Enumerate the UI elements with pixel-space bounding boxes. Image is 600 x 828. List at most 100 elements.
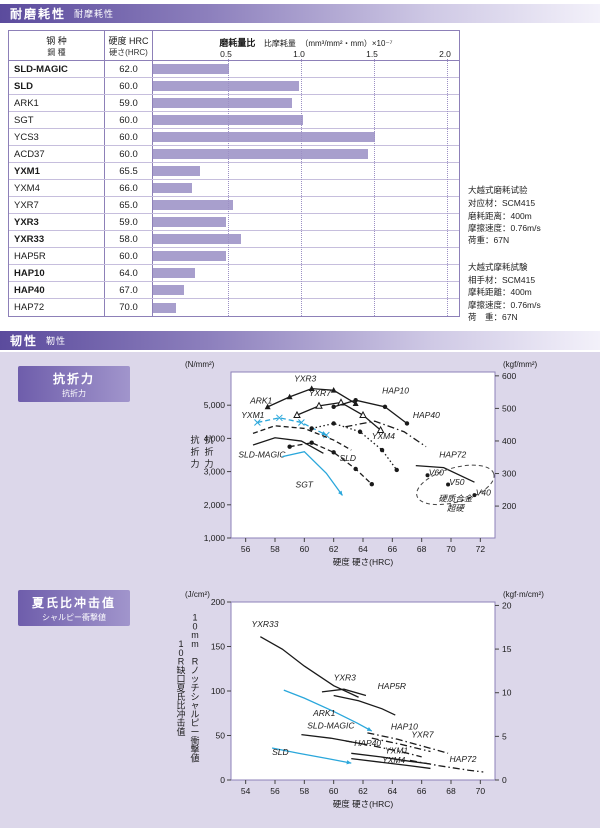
series-label-HAP72: HAP72 <box>450 754 477 764</box>
y-axis-label-char: 比 <box>176 700 185 711</box>
unit-right-label: (kgf/mm²) <box>503 360 538 369</box>
series-line-ARK1 <box>257 417 327 436</box>
charpy-impact-label-box: 夏氏比冲击值 シャルピー衝撃値 <box>18 590 130 626</box>
grade-cell: YXR3 <box>9 214 105 230</box>
annotation-dot <box>472 493 477 498</box>
plot-area <box>230 371 496 539</box>
wear-bar-cell <box>153 197 459 213</box>
grade-cell: YCS3 <box>9 129 105 145</box>
y-axis-label-char: 力 <box>204 458 213 469</box>
series-line-HAP40 <box>345 740 422 758</box>
wear-bar <box>153 200 234 210</box>
hardness-cell: 62.0 <box>105 61 153 77</box>
y-tick-right-label: 20 <box>502 600 512 610</box>
series-arrowhead <box>338 490 343 496</box>
section-subtitle-toughness: 靭性 <box>46 336 67 346</box>
grade-cell: HAP10 <box>9 265 105 281</box>
wear-bar-cell <box>153 61 459 77</box>
charpy-impact-label-ja: シャルピー衝撃値 <box>42 613 106 622</box>
table-row: SLD 60.0 <box>9 78 459 95</box>
series-line-SLD-MAGIC <box>252 437 324 454</box>
annotation-dot <box>446 482 451 487</box>
series-label-HAP40: HAP40 <box>413 410 440 420</box>
test-note-line: 摩擦速度：0.76m/s <box>468 299 541 310</box>
series-line-HAP5R <box>333 694 396 716</box>
x-tick-label: 60 <box>329 786 339 796</box>
y-axis-label-char: 1 <box>192 613 197 623</box>
axis-tick-label: 0.5 <box>220 49 232 59</box>
series-line-HAP72 <box>409 759 484 773</box>
x-tick-label: 68 <box>446 786 456 796</box>
hardness-cell: 64.0 <box>105 265 153 281</box>
table-row: SLD-MAGIC 62.0 <box>9 61 459 78</box>
x-tick-label: 64 <box>388 786 398 796</box>
series-line-YXM1 <box>252 425 352 451</box>
y-axis-label-char: 抗 <box>190 434 199 445</box>
y-axis-label-char: シ <box>190 692 199 702</box>
y-tick-left-label: 2,000 <box>204 500 226 510</box>
y-axis-label-char: 値 <box>190 752 199 763</box>
marker-circle <box>331 421 336 426</box>
series-label-SLD-MAGIC: SLD-MAGIC <box>307 720 355 730</box>
section-header-toughness: 韧性 靭性 <box>0 331 600 350</box>
wear-bar <box>153 183 193 193</box>
annotation-text: V40 <box>476 488 491 498</box>
bend-strength-label-zh: 抗折力 <box>52 372 95 386</box>
marker-triangle-open <box>359 410 367 419</box>
marker-circle <box>382 404 388 410</box>
wear-bar-cell <box>153 214 459 230</box>
test-notes: 大越式磨耗试验 对应材：SCM415 磨耗距离：400m 摩擦速度：0.76m/s 荷重… <box>468 184 598 337</box>
series-label-SGT: SGT <box>296 480 314 490</box>
marker-triangle <box>308 385 315 391</box>
annotation-text: V50 <box>449 477 464 487</box>
y-tick-left-label: 5,000 <box>204 400 226 410</box>
series-label-ARK1: ARK1 <box>312 708 335 718</box>
grade-cell: SGT <box>9 112 105 128</box>
series-line-YXM4 <box>351 757 431 770</box>
series-arrowhead <box>346 760 352 765</box>
y-axis-label-char: m <box>191 630 199 640</box>
y-axis-label-char: 值 <box>176 726 185 737</box>
test-note: 大越式摩耗試験 相手材：SCM415 摩耗距離：400m 摩擦速度：0.76m/s 荷 … <box>468 261 598 324</box>
table-row: ARK1 59.0 <box>9 95 459 112</box>
y-axis-label-char: 0 <box>192 621 197 631</box>
series-label-YXR3: YXR3 <box>334 672 356 682</box>
y-tick-left-label: 4,000 <box>204 433 226 443</box>
table-row: SGT 60.0 <box>9 112 459 129</box>
table-row: YXR7 65.0 <box>9 197 459 214</box>
bar-axis-title-zh: 磨耗量比 <box>219 38 256 48</box>
table-row: HAP40 67.0 <box>9 282 459 299</box>
series-arrowhead <box>321 431 327 436</box>
y-tick-left-label: 3,000 <box>204 467 226 477</box>
hardness-cell: 70.0 <box>105 299 153 316</box>
bend-strength-chart: 56 58 60 62 64 66 68 70 72 1,000 2,000 3,000 4,000 5,… <box>185 360 538 567</box>
wear-table: 钢 种 鋼 種 硬度 HRC 硬さ(HRC) 磨耗量比 比摩耗量 （mm³/mm… <box>8 30 460 317</box>
y-axis-label-char: 击 <box>176 717 185 728</box>
table-row: HAP5R 60.0 <box>9 248 459 265</box>
grade-header-ja: 鋼 種 <box>47 47 66 57</box>
x-tick-label: 68 <box>417 544 427 554</box>
marker-triangle <box>286 393 293 400</box>
wear-bar-cell <box>153 299 459 316</box>
y-axis-label-char: 衝 <box>190 735 199 746</box>
series-label-YXM1: YXM1 <box>241 410 264 420</box>
y-axis-label-char: 冲 <box>176 708 185 719</box>
table-row: HAP72 70.0 <box>9 299 459 316</box>
annotation-text: 硬质合金 <box>438 493 474 503</box>
series-label-YXR3: YXR3 <box>294 373 316 383</box>
x-tick-label: 70 <box>446 544 456 554</box>
grade-cell: YXM4 <box>9 180 105 196</box>
marker-circle <box>357 429 363 434</box>
y-axis-label-char: 力 <box>190 458 199 469</box>
hardness-cell: 60.0 <box>105 248 153 264</box>
marker-triangle-open <box>315 401 323 409</box>
wear-bar <box>153 285 184 295</box>
hardness-cell: 59.0 <box>105 214 153 230</box>
grade-cell: ARK1 <box>9 95 105 111</box>
table-row: YCS3 60.0 <box>9 129 459 146</box>
hardness-cell: 65.5 <box>105 163 153 179</box>
x-axis-label: 硬度 硬さ(HRC) <box>333 799 394 809</box>
x-tick-label: 64 <box>358 544 368 554</box>
wear-bar <box>153 64 229 74</box>
y-axis-label-char: m <box>191 639 199 649</box>
